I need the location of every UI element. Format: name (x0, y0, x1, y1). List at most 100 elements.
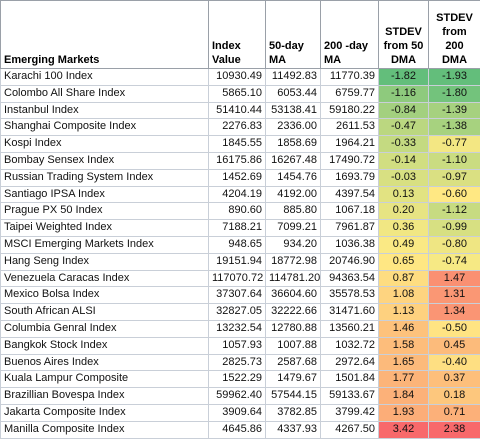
value-cell: 1057.93 (209, 337, 266, 354)
stdev-cell: -1.39 (429, 102, 480, 119)
stdev-cell: -0.03 (379, 169, 429, 186)
value-cell: 948.65 (209, 236, 266, 253)
value-cell: 13232.54 (209, 320, 266, 337)
stdev-cell: 1.34 (429, 304, 480, 321)
value-cell: 885.80 (266, 203, 321, 220)
stdev-cell: 0.87 (379, 270, 429, 287)
value-cell: 17490.72 (321, 152, 379, 169)
value-cell: 1501.84 (321, 371, 379, 388)
stdev-cell: 0.65 (379, 253, 429, 270)
value-cell: 10930.49 (209, 69, 266, 86)
value-cell: 7188.21 (209, 220, 266, 237)
stdev-cell: -0.77 (429, 136, 480, 153)
stdev-cell: 0.13 (379, 186, 429, 203)
value-cell: 16175.86 (209, 152, 266, 169)
value-cell: 7099.21 (266, 220, 321, 237)
value-cell: 31471.60 (321, 304, 379, 321)
value-cell: 2276.83 (209, 119, 266, 136)
stdev-cell: 0.49 (379, 236, 429, 253)
stdev-cell: -1.82 (379, 69, 429, 86)
header-text: 50-day MA (269, 39, 313, 67)
market-name: MSCI Emerging Markets Index (1, 236, 209, 253)
stdev-cell: 0.36 (379, 220, 429, 237)
value-cell: 2972.64 (321, 354, 379, 371)
value-cell: 1693.79 (321, 169, 379, 186)
value-cell: 114781.20 (266, 270, 321, 287)
value-cell: 35578.53 (321, 287, 379, 304)
value-cell: 53138.41 (266, 102, 321, 119)
value-cell: 2611.53 (321, 119, 379, 136)
value-cell: 19151.94 (209, 253, 266, 270)
stdev-cell: 1.77 (379, 371, 429, 388)
market-name: Santiago IPSA Index (1, 186, 209, 203)
value-cell: 7961.87 (321, 220, 379, 237)
header-cell: 200 -day MA (321, 1, 379, 69)
market-name: Brazillian Bovespa Index (1, 388, 209, 405)
value-cell: 4192.00 (266, 186, 321, 203)
header-cell: STDEV from 200 DMA (429, 1, 480, 69)
stdev-cell: -0.47 (379, 119, 429, 136)
value-cell: 1479.67 (266, 371, 321, 388)
stdev-cell: -1.93 (429, 69, 480, 86)
value-cell: 4397.54 (321, 186, 379, 203)
stdev-cell: 1.58 (379, 337, 429, 354)
header-text: STDEV from 200 DMA (432, 11, 477, 67)
value-cell: 1454.76 (266, 169, 321, 186)
stdev-cell: 1.13 (379, 304, 429, 321)
value-cell: 1007.88 (266, 337, 321, 354)
value-cell: 934.20 (266, 236, 321, 253)
header-row: Emerging Markets Index Value 50-day MA 2… (1, 1, 480, 69)
market-name: Columbia Genral Index (1, 320, 209, 337)
value-cell: 1452.69 (209, 169, 266, 186)
market-name: Colombo All Share Index (1, 85, 209, 102)
header-text: STDEV from 50 DMA (382, 25, 425, 67)
market-name: Bombay Sensex Index (1, 152, 209, 169)
market-name: South African ALSI (1, 304, 209, 321)
stdev-cell: -1.16 (379, 85, 429, 102)
value-cell: 1522.29 (209, 371, 266, 388)
stdev-cell: 1.31 (429, 287, 480, 304)
market-name: Taipei Weighted Index (1, 220, 209, 237)
value-cell: 2587.68 (266, 354, 321, 371)
header-text: Emerging Markets (4, 53, 99, 67)
value-cell: 13560.21 (321, 320, 379, 337)
stdev-cell: -0.40 (429, 354, 480, 371)
stdev-cell: 1.93 (379, 404, 429, 421)
value-cell: 6759.77 (321, 85, 379, 102)
stdev-cell: -0.60 (429, 186, 480, 203)
stdev-cell: -0.80 (429, 236, 480, 253)
value-cell: 117070.72 (209, 270, 266, 287)
stdev-cell: 0.71 (429, 404, 480, 421)
market-name: Karachi 100 Index (1, 69, 209, 86)
stdev-cell: -1.80 (429, 85, 480, 102)
value-cell: 57544.15 (266, 388, 321, 405)
value-cell: 18772.98 (266, 253, 321, 270)
market-name: Venezuela Caracas Index (1, 270, 209, 287)
value-cell: 1036.38 (321, 236, 379, 253)
value-cell: 20746.90 (321, 253, 379, 270)
value-cell: 59962.40 (209, 388, 266, 405)
value-cell: 1067.18 (321, 203, 379, 220)
stdev-cell: -0.99 (429, 220, 480, 237)
value-cell: 1845.55 (209, 136, 266, 153)
stdev-cell: -1.10 (429, 152, 480, 169)
value-cell: 11770.39 (321, 69, 379, 86)
value-cell: 2336.00 (266, 119, 321, 136)
header-cell: STDEV from 50 DMA (379, 1, 429, 69)
stdev-cell: -0.14 (379, 152, 429, 169)
